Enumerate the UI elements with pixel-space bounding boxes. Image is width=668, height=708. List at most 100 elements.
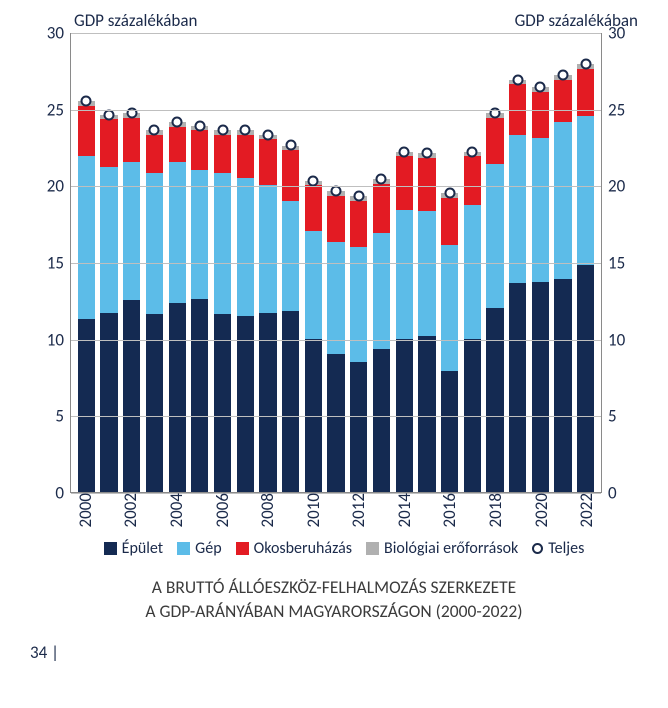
y-tick-label-left: 20 <box>47 176 64 197</box>
color-swatch-icon <box>236 542 249 555</box>
gridline <box>71 340 601 341</box>
x-tick-label: 2012 <box>348 493 369 531</box>
bar-segment-okos <box>146 135 163 173</box>
y-tick-label-right: 5 <box>608 406 617 427</box>
x-slot <box>233 493 256 531</box>
bar-segment-gep <box>191 170 208 299</box>
x-slot: 2012 <box>347 493 370 531</box>
bar-segment-epulet <box>486 308 503 492</box>
x-slot <box>552 493 575 531</box>
x-slot: 2002 <box>120 493 143 531</box>
gridline <box>71 110 601 111</box>
bar-segment-epulet <box>373 349 390 492</box>
bar-segment-okos <box>486 118 503 164</box>
bar-segment-gep <box>418 211 435 335</box>
bar-stack <box>418 153 435 492</box>
bar-stack <box>577 64 594 492</box>
total-marker <box>308 175 319 186</box>
x-tick-label: 2008 <box>257 493 278 531</box>
x-slot <box>325 493 348 531</box>
bar-stack <box>464 152 481 492</box>
total-marker <box>558 69 569 80</box>
bar-segment-okos <box>259 139 276 185</box>
bar-segment-epulet <box>214 314 231 492</box>
y-tick-label-right: 30 <box>608 23 625 44</box>
legend-item-bio: Biológiai erőforrások <box>366 539 518 558</box>
y-axis-right: 051015202530 <box>602 33 638 493</box>
x-slot: 2006 <box>211 493 234 531</box>
x-tick-label: 2006 <box>212 493 233 531</box>
bar-segment-epulet <box>350 362 367 492</box>
total-marker <box>353 191 364 202</box>
gridline <box>71 186 601 187</box>
bar-segment-epulet <box>577 265 594 492</box>
bar-stack <box>396 152 413 492</box>
bar-segment-okos <box>305 185 322 231</box>
color-swatch-icon <box>366 542 379 555</box>
bar-segment-okos <box>464 156 481 205</box>
total-marker <box>285 140 296 151</box>
total-marker <box>580 59 591 70</box>
bar-segment-epulet <box>396 339 413 492</box>
bar-segment-epulet <box>123 300 140 492</box>
legend-label: Okosberuházás <box>254 539 352 558</box>
axis-titles-row: GDP százalékában GDP százalékában <box>74 10 638 31</box>
gridline <box>71 33 601 34</box>
bar-segment-okos <box>532 92 549 138</box>
x-slot <box>507 493 530 531</box>
total-marker <box>467 146 478 157</box>
total-marker <box>194 120 205 131</box>
total-marker <box>240 125 251 136</box>
plot-area <box>70 33 602 493</box>
bar-segment-epulet <box>418 336 435 492</box>
x-tick-label: 2020 <box>531 493 552 531</box>
total-marker <box>331 186 342 197</box>
y-tick-label-left: 25 <box>47 99 64 120</box>
bar-segment-epulet <box>305 339 322 492</box>
total-marker <box>104 109 115 120</box>
bar-stack <box>282 146 299 493</box>
bar-stack <box>305 181 322 492</box>
total-marker <box>421 148 432 159</box>
x-slot: 2014 <box>393 493 416 531</box>
x-slot: 2000 <box>74 493 97 531</box>
total-marker <box>262 129 273 140</box>
bar-segment-epulet <box>554 279 571 492</box>
bar-segment-epulet <box>532 282 549 492</box>
legend: ÉpületGépOkosberuházásBiológiai erőforrá… <box>50 539 638 558</box>
bar-stack <box>214 130 231 492</box>
y-tick-label-left: 15 <box>47 253 64 274</box>
y-tick-label-right: 15 <box>608 253 625 274</box>
x-slot <box>370 493 393 531</box>
y-tick-label-left: 10 <box>47 329 64 350</box>
bar-stack <box>78 101 95 492</box>
bar-segment-epulet <box>191 299 208 492</box>
bar-stack <box>373 179 390 492</box>
chart-row: 051015202530 051015202530 <box>30 33 638 493</box>
bar-segment-okos <box>237 135 254 178</box>
bar-stack <box>486 113 503 492</box>
bar-stack <box>441 193 458 492</box>
bar-stack <box>327 191 344 492</box>
total-marker <box>172 117 183 128</box>
x-axis: 2000200220042006200820102012201420162018… <box>70 493 602 531</box>
page-number: 34 | <box>30 642 638 663</box>
total-marker <box>149 125 160 136</box>
x-tick-label: 2018 <box>485 493 506 531</box>
gridline <box>71 493 601 494</box>
bar-segment-okos <box>554 80 571 123</box>
x-slot: 2008 <box>256 493 279 531</box>
y-tick-label-right: 25 <box>608 99 625 120</box>
bar-segment-gep <box>78 156 95 319</box>
x-slot: 2004 <box>165 493 188 531</box>
bar-segment-okos <box>327 196 344 242</box>
x-tick-label: 2022 <box>576 493 597 531</box>
x-slot <box>416 493 439 531</box>
bar-stack <box>259 135 276 492</box>
bar-segment-epulet <box>78 319 95 492</box>
bar-stack <box>169 122 186 492</box>
bar-stack <box>237 130 254 492</box>
legend-item-okos: Okosberuházás <box>236 539 352 558</box>
y-tick-label-left: 30 <box>47 23 64 44</box>
bar-segment-okos <box>169 127 186 162</box>
